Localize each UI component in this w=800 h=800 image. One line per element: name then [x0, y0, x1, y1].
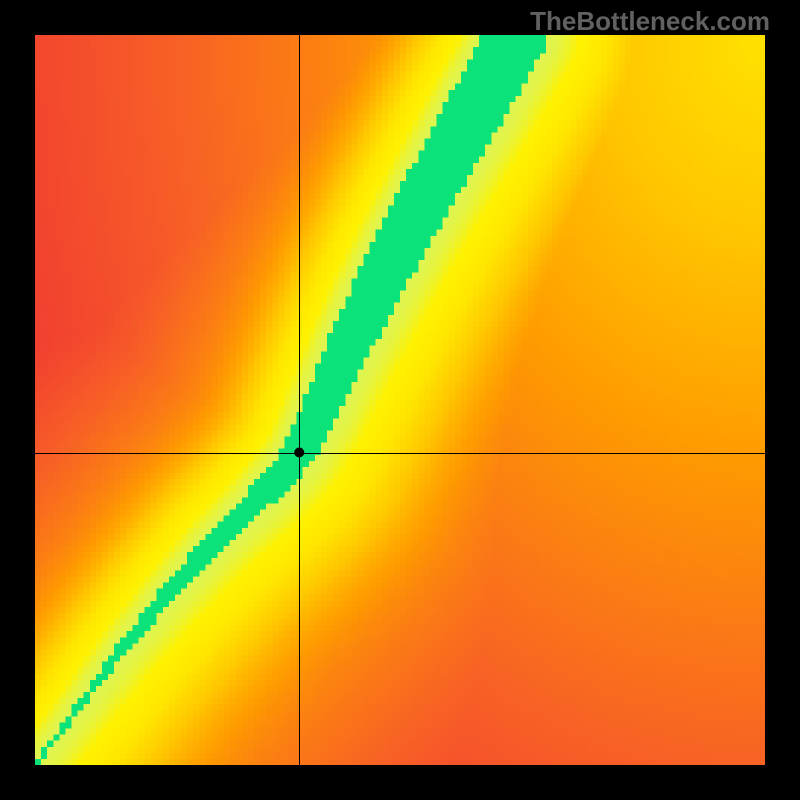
overlay-canvas	[0, 0, 800, 800]
chart-container: { "meta": { "width": 800, "height": 800,…	[0, 0, 800, 800]
